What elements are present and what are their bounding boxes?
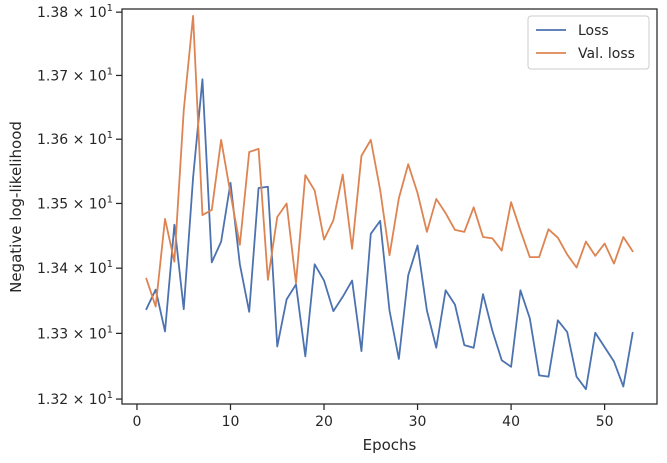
x-axis-label: Epochs [363,436,417,454]
x-tick-label: 10 [222,414,240,430]
y-tick-label: 1.34 × 101 [37,259,113,277]
y-tick-label: 1.33 × 101 [37,324,113,342]
legend-label-loss: Loss [578,23,609,39]
plot-frame [121,8,658,405]
x-tick-label: 30 [409,414,427,430]
y-tick-label: 1.32 × 101 [37,390,113,408]
legend: Loss Val. loss [527,15,650,70]
x-axis: 0 10 20 30 40 50 [133,404,614,430]
legend-label-val-loss: Val. loss [578,46,635,62]
x-tick-label: 50 [596,414,614,430]
x-tick-label: 20 [315,414,333,430]
series-line-val-loss [145,15,634,308]
y-tick-label: 1.38 × 101 [37,3,113,21]
x-tick-label: 40 [502,414,520,430]
x-tick-label: 0 [133,414,142,430]
y-tick-label: 1.36 × 101 [37,130,113,148]
y-tick-label: 1.37 × 101 [37,66,113,84]
series-line-loss [145,78,634,391]
y-axis-label: Negative log-likelihood [7,121,25,293]
y-tick-label: 1.35 × 101 [37,194,113,212]
series-lines [145,15,634,391]
y-axis: 1.32 × 101 1.33 × 101 1.34 × 101 1.35 × 101… [37,3,122,408]
